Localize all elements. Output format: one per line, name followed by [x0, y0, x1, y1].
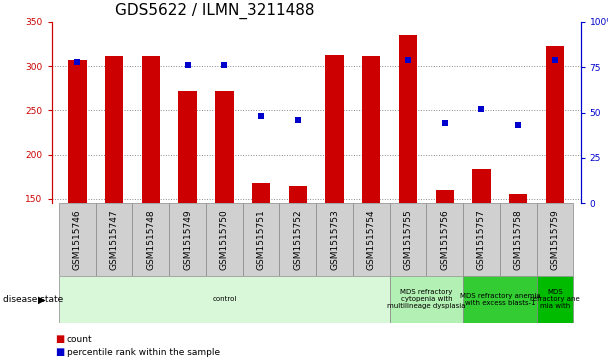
Bar	[142, 56, 160, 203]
Text: MDS
refractory ane
mia with: MDS refractory ane mia with	[530, 289, 580, 310]
Point	[403, 57, 413, 63]
Bar	[537, 276, 573, 323]
Bar	[472, 169, 491, 203]
Point	[219, 62, 229, 68]
Text: GSM1515750: GSM1515750	[220, 209, 229, 270]
Bar	[169, 203, 206, 276]
Text: GSM1515752: GSM1515752	[293, 209, 302, 270]
Text: GSM1515755: GSM1515755	[404, 209, 412, 270]
Bar	[509, 193, 527, 203]
Point	[513, 122, 523, 128]
Bar	[537, 203, 573, 276]
Text: GSM1515757: GSM1515757	[477, 209, 486, 270]
Bar	[399, 35, 417, 203]
Point	[183, 62, 193, 68]
Bar	[178, 91, 197, 203]
Bar	[316, 203, 353, 276]
Text: GSM1515756: GSM1515756	[440, 209, 449, 270]
Bar	[215, 91, 233, 203]
Text: ■: ■	[55, 334, 64, 344]
Text: MDS refractory
cytopenia with
multilineage dysplasia: MDS refractory cytopenia with multilinea…	[387, 289, 466, 310]
Text: disease state: disease state	[3, 295, 63, 304]
Bar	[325, 54, 344, 203]
Bar	[280, 203, 316, 276]
Point	[72, 59, 82, 65]
Bar	[252, 183, 270, 203]
Point	[550, 57, 560, 63]
Bar	[546, 46, 564, 203]
Text: GDS5622 / ILMN_3211488: GDS5622 / ILMN_3211488	[115, 3, 315, 19]
Point	[440, 121, 449, 126]
Bar	[68, 60, 86, 203]
Text: count: count	[67, 335, 92, 344]
Text: MDS refractory anemia
with excess blasts-1: MDS refractory anemia with excess blasts…	[460, 293, 540, 306]
Text: GSM1515758: GSM1515758	[514, 209, 523, 270]
Text: percentile rank within the sample: percentile rank within the sample	[67, 348, 220, 356]
Bar	[390, 203, 426, 276]
Bar	[243, 203, 280, 276]
Bar	[500, 203, 537, 276]
Text: GSM1515746: GSM1515746	[73, 209, 82, 270]
Bar	[426, 203, 463, 276]
Bar	[96, 203, 133, 276]
Text: ■: ■	[55, 347, 64, 357]
Bar	[289, 185, 307, 203]
Text: GSM1515748: GSM1515748	[147, 209, 156, 270]
Point	[256, 113, 266, 119]
Bar	[463, 203, 500, 276]
Point	[293, 117, 303, 123]
Text: GSM1515751: GSM1515751	[257, 209, 266, 270]
Bar	[59, 276, 390, 323]
Text: ▶: ▶	[38, 294, 46, 305]
Bar	[463, 276, 537, 323]
Bar	[105, 56, 123, 203]
Bar	[353, 203, 390, 276]
Text: GSM1515747: GSM1515747	[109, 209, 119, 270]
Bar	[206, 203, 243, 276]
Text: GSM1515749: GSM1515749	[183, 209, 192, 270]
Text: control: control	[212, 297, 237, 302]
Bar	[133, 203, 169, 276]
Bar	[59, 203, 96, 276]
Bar	[362, 56, 381, 203]
Bar	[435, 190, 454, 203]
Text: GSM1515759: GSM1515759	[550, 209, 559, 270]
Text: GSM1515753: GSM1515753	[330, 209, 339, 270]
Bar	[390, 276, 463, 323]
Text: GSM1515754: GSM1515754	[367, 209, 376, 270]
Point	[477, 106, 486, 112]
